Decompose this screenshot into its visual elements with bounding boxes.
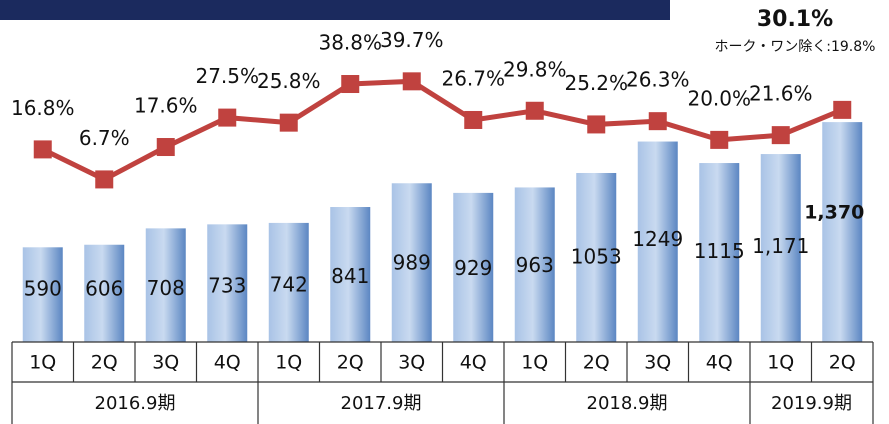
bar-label: 1249 [632,227,683,251]
group-label: 2016.9期 [95,393,176,414]
x-tick-label: 4Q [706,352,733,374]
line-label: 17.6% [134,94,198,118]
x-tick-label: 2Q [583,352,610,374]
bar-label: 590 [24,277,62,301]
bar [637,141,678,342]
x-tick-label: 2Q [829,352,856,374]
line [41,78,844,183]
line-marker [833,100,852,119]
line-marker [587,115,606,134]
line-marker [464,110,483,129]
line-label: 26.7% [441,66,505,90]
bar [22,247,63,342]
line-label: 38.8% [318,31,382,55]
line-marker [771,126,790,145]
line-marker [341,75,360,94]
header-band [0,0,670,20]
bar [207,224,248,342]
bar-label: 963 [516,253,554,277]
line-marker [402,72,421,91]
bar [699,163,740,342]
group-label: 2019.9期 [771,393,852,414]
line-label: 30.1% [757,7,833,32]
line-label: 25.8% [257,69,321,93]
group-label: 2017.9期 [341,393,422,414]
bar-label: 742 [270,273,308,297]
bar-label: 733 [208,274,246,298]
bar-label: 929 [454,256,492,280]
x-tick-label: 4Q [214,352,241,374]
line-label: 21.6% [749,82,813,106]
bar-label: 708 [147,276,185,300]
x-tick-label: 2Q [337,352,364,374]
group-label: 2018.9期 [587,393,668,414]
bar [268,222,309,342]
bar-label: 1115 [694,239,745,263]
bar-label: 989 [393,250,431,274]
bar-label: 841 [331,264,369,288]
x-tick-label: 1Q [29,352,56,374]
bar [822,122,863,343]
line-marker [33,140,52,159]
x-tick-label: 1Q [767,352,794,374]
line-marker [710,130,729,149]
bar-label: 1,171 [752,234,809,258]
line-label: 27.5% [195,64,259,88]
bar [84,244,125,342]
line-label: 29.8% [503,57,567,81]
line-marker [279,113,298,132]
line-label: 6.7% [79,126,130,150]
line-marker [525,101,544,120]
bar-label: 1053 [571,245,622,269]
x-tick-label: 3Q [152,352,179,374]
line-label: 25.2% [564,71,628,95]
line-label: 26.3% [626,68,690,92]
line-marker [218,108,237,127]
line-marker [156,138,175,157]
x-tick-label: 2Q [91,352,118,374]
line-label: 16.8% [11,96,75,120]
bar [514,187,555,342]
bar [330,207,371,342]
line-marker [648,112,667,131]
line-label: 39.7% [380,28,444,52]
annotation: ホーク・ワン除く:19.8% [715,39,876,55]
bar-label: 1,370 [804,202,864,224]
x-tick-label: 3Q [398,352,425,374]
line-label: 20.0% [687,86,751,110]
x-tick-label: 4Q [460,352,487,374]
bar-label: 606 [85,277,123,301]
bar [453,192,494,342]
line-marker [95,170,114,189]
bar [145,228,186,342]
x-tick-label: 1Q [521,352,548,374]
bar [576,172,617,342]
x-tick-label: 3Q [644,352,671,374]
bar [760,154,801,342]
x-tick-label: 1Q [275,352,302,374]
bar [391,183,432,342]
